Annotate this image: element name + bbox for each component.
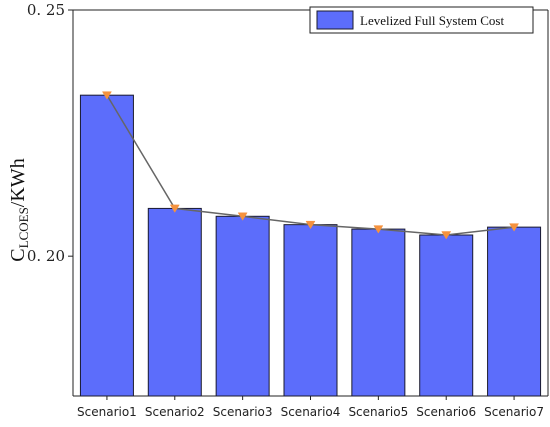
bar-scenario7 xyxy=(487,226,542,397)
triangle-marker xyxy=(509,223,520,232)
triangle-marker xyxy=(169,204,180,213)
y-tick-label: 0. 25 xyxy=(27,1,65,19)
triangle-marker xyxy=(305,220,316,230)
x-tick-label: Scenario2 xyxy=(145,405,205,419)
legend-swatch xyxy=(316,10,354,30)
legend: Levelized Full System Cost xyxy=(309,6,534,34)
x-ticks: Scenario1 Scenario2 Scenario3 Scenario4 Scen… xyxy=(77,396,544,419)
y-ticks: 0. 20 0. 25 xyxy=(27,1,73,265)
y-axis-label: CLCOES/KWh xyxy=(7,158,31,261)
legend-label: Levelized Full System Cost xyxy=(360,13,504,28)
triangle-marker xyxy=(101,91,112,100)
bar-scenario5 xyxy=(351,228,406,397)
y-axis-label-unit: /KWh xyxy=(7,158,29,207)
x-tick-label: Scenario3 xyxy=(213,405,273,419)
bar-scenario4 xyxy=(283,224,338,397)
bar-scenario3 xyxy=(215,215,270,397)
bar-scenario6 xyxy=(419,234,474,397)
triangle-marker xyxy=(373,225,384,234)
triangle-marker xyxy=(441,231,452,240)
bars xyxy=(79,94,542,397)
y-axis-label-main: C xyxy=(7,248,29,261)
markers xyxy=(101,91,520,240)
triangle-marker xyxy=(237,212,248,221)
plot-area: Scenario1 Scenario2 Scenario3 Scenario4 Scen… xyxy=(27,1,549,419)
x-tick-label: Scenario4 xyxy=(281,405,341,419)
x-tick-label: Scenario7 xyxy=(484,405,544,419)
bar-scenario2 xyxy=(147,207,202,397)
y-tick-label: 0. 20 xyxy=(27,247,65,265)
x-tick-label: Scenario5 xyxy=(348,405,408,419)
x-tick-label: Scenario1 xyxy=(77,405,137,419)
y-axis-label-subscript: LCOES xyxy=(16,207,31,248)
bar-scenario1 xyxy=(79,94,134,397)
x-tick-label: Scenario6 xyxy=(416,405,476,419)
